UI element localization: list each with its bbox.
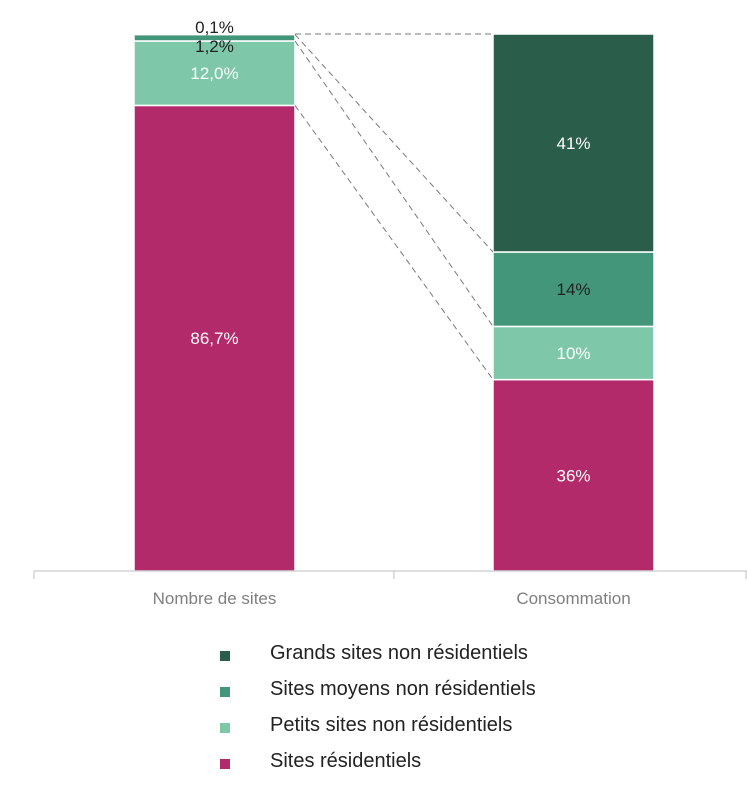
connector-line [294,105,494,380]
data-label-nombre-de-sites-grands-sites-non-residentiels: 0,1% [195,18,234,37]
connector-line [294,40,494,327]
legend-label: Sites moyens non résidentiels [270,678,536,700]
bar-consommation-grands-sites-non-residentiels [492,33,655,253]
data-label-consommation-grands-sites-non-residentiels: 41% [556,134,590,153]
legend-label: Grands sites non résidentiels [270,642,528,664]
stacked-bar-chart: 86,7% 12,0% 1,2%0,1% 36% 10% 14% 41% Nombre de … [33,18,747,608]
legend-swatch [220,651,230,661]
legend-swatch [220,723,230,733]
legend-label: Sites résidentiels [270,750,422,772]
x-tick-label-consommation: Consommation [516,589,630,608]
data-label-nombre-de-sites-sites-moyens-non-residentiels: 1,2% [195,37,234,56]
bar-nombre-de-sites-petits-sites-non-residentiels [133,40,296,107]
legend-swatch [220,687,230,697]
x-tick-label-nombre-de-sites: Nombre de sites [153,589,277,608]
bar-consommation-sites-residentiels [492,378,655,572]
bar-nombre-de-sites-sites-residentiels [133,104,296,572]
connector-line [294,34,494,253]
data-label-nombre-de-sites-petits-sites-non-residentiels: 12,0% [190,64,238,83]
data-label-nombre-de-sites-sites-residentiels: 86,7% [190,329,238,348]
data-label-consommation-sites-residentiels: 36% [556,466,590,485]
data-label-consommation-petits-sites-non-residentiels: 10% [556,344,590,363]
legend-swatch [220,759,230,769]
data-label-consommation-sites-moyens-non-residentiels: 14% [556,280,590,299]
legend-label: Petits sites non résidentiels [270,714,513,736]
